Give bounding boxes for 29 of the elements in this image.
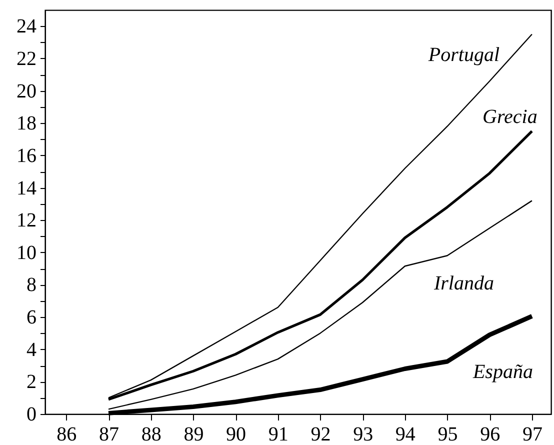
series-label: España xyxy=(472,361,533,384)
x-tick-label: 96 xyxy=(480,424,500,445)
y-tick-label: 16 xyxy=(16,144,36,167)
y-tick-label: 18 xyxy=(16,112,36,135)
x-tick-label: 94 xyxy=(395,424,416,445)
x-tick-label: 89 xyxy=(184,424,204,445)
y-tick-label: 0 xyxy=(26,404,36,426)
y-tick-label: 4 xyxy=(26,338,36,361)
x-tick-label: 87 xyxy=(99,424,120,445)
x-tick-label: 88 xyxy=(141,424,162,445)
x-tick-label: 95 xyxy=(438,424,458,445)
series-label: Grecia xyxy=(482,106,538,128)
y-tick-label: 12 xyxy=(16,210,36,232)
series-label: Portugal xyxy=(427,44,500,66)
y-tick-label: 6 xyxy=(26,306,36,329)
y-tick-label: 22 xyxy=(16,48,36,70)
x-tick-label: 91 xyxy=(268,424,288,445)
series-label: Irlanda xyxy=(432,272,494,295)
x-tick-label: 92 xyxy=(310,424,331,445)
y-tick-label: 14 xyxy=(16,177,36,200)
y-tick-label: 24 xyxy=(16,16,36,38)
x-tick-label: 97 xyxy=(522,424,542,445)
y-tick-label: 20 xyxy=(16,80,36,102)
y-tick-label: 8 xyxy=(26,274,36,296)
y-tick-label: 10 xyxy=(16,242,36,264)
x-tick-label: 90 xyxy=(226,424,246,445)
x-tick-label: 93 xyxy=(353,424,374,445)
x-tick-label: 86 xyxy=(56,424,77,445)
y-tick-label: 2 xyxy=(26,371,36,394)
